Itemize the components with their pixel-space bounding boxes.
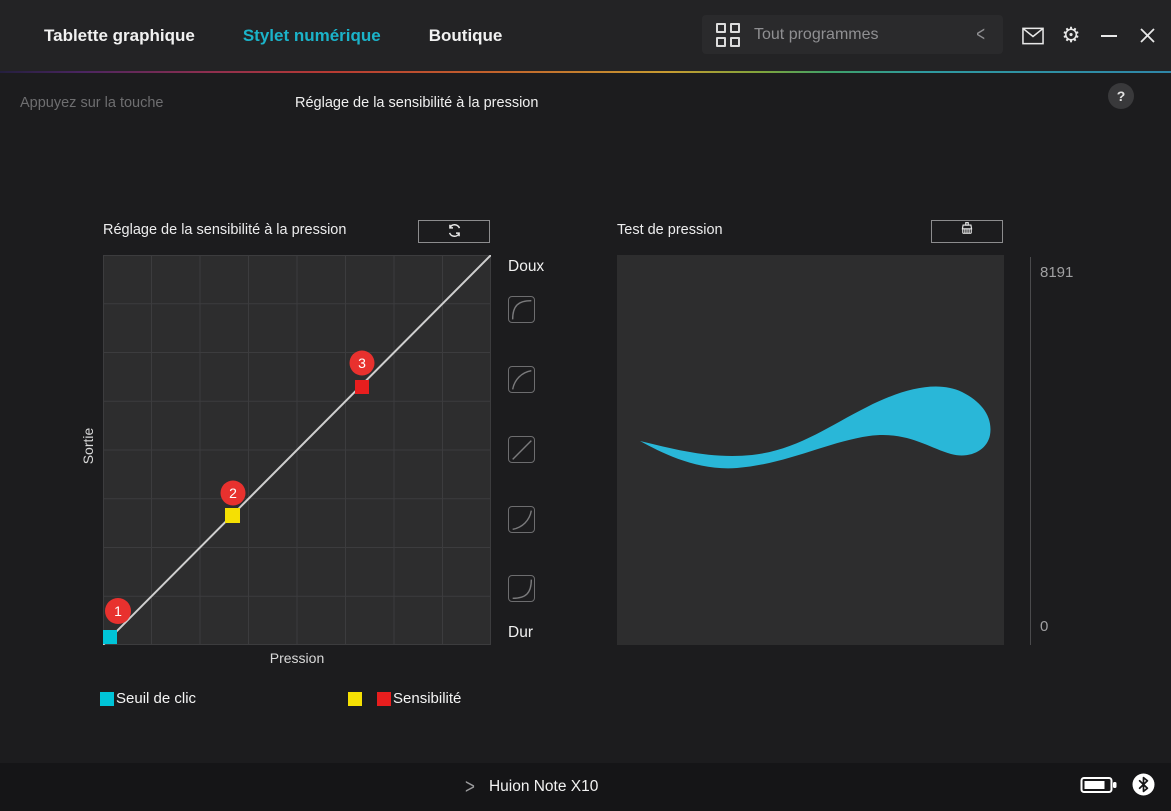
clear-test-area-button[interactable] xyxy=(931,220,1003,243)
soft-label: Doux xyxy=(508,258,545,275)
status-icons xyxy=(1080,763,1155,811)
curve-point-badge-3: 3 xyxy=(349,350,375,376)
tab-tablette-graphique[interactable]: Tablette graphique xyxy=(44,25,195,45)
curve-point-sensitivity-low[interactable] xyxy=(225,508,240,523)
y-axis-label: Sortie xyxy=(80,427,96,465)
chevron-left-icon[interactable]: < xyxy=(976,22,985,47)
x-axis-label: Pression xyxy=(269,650,325,666)
pressure-panel-title: Réglage de la sensibilité à la pression xyxy=(103,222,347,238)
click-threshold-label: Seuil de clic xyxy=(116,690,197,707)
preset-curve-softest[interactable] xyxy=(508,296,535,323)
preset-curve-hard[interactable] xyxy=(508,506,535,533)
legend-sensitivity: Sensibilité xyxy=(348,690,461,707)
clean-brush-icon xyxy=(958,221,976,242)
sensitivity-yellow-swatch xyxy=(348,691,362,706)
settings-gear-icon[interactable]: ⚙ xyxy=(1061,24,1081,47)
tab-boutique[interactable]: Boutique xyxy=(428,25,503,45)
curve-grid xyxy=(103,255,491,645)
curve-point-click-threshold[interactable] xyxy=(103,630,117,644)
curve-point-badge-2: 2 xyxy=(220,480,246,506)
pressure-scale-max: 8191 xyxy=(1040,264,1074,281)
pressure-curve-editor[interactable]: 1 2 3 xyxy=(102,254,492,646)
svg-text:2: 2 xyxy=(229,485,237,501)
pressure-test-canvas[interactable] xyxy=(617,255,1004,645)
subtab-press-key[interactable]: Appuyez sur la touche xyxy=(20,95,164,111)
preset-curve-linear[interactable] xyxy=(508,436,535,463)
main-nav: Tablette graphique Stylet numérique Bout… xyxy=(44,0,502,71)
help-button[interactable]: ? xyxy=(1108,83,1134,109)
pressure-scale-min: 0 xyxy=(1040,618,1049,635)
minimize-icon[interactable] xyxy=(1098,25,1120,47)
all-programs-selector[interactable]: Tout programmes < xyxy=(702,15,1003,54)
rainbow-divider xyxy=(0,71,1171,73)
close-icon[interactable] xyxy=(1136,25,1158,47)
window-controls: ⚙ xyxy=(1022,0,1158,71)
subtab-pressure-sensitivity[interactable]: Réglage de la sensibilité à la pression xyxy=(295,95,539,111)
all-programs-grid-icon xyxy=(716,22,740,47)
bluetooth-icon[interactable] xyxy=(1132,773,1155,801)
svg-text:1: 1 xyxy=(114,603,122,619)
pressure-curve-line xyxy=(102,254,492,646)
device-name: Huion Note X10 xyxy=(488,778,599,795)
curve-point-sensitivity-high[interactable] xyxy=(355,380,369,394)
preset-curve-hardest[interactable] xyxy=(508,575,535,602)
pressure-scale-axis xyxy=(1030,257,1031,645)
curve-point-badge-1: 1 xyxy=(105,598,131,624)
status-bar: > Huion Note X10 xyxy=(0,763,1171,811)
top-bar: Tablette graphique Stylet numérique Bout… xyxy=(0,0,1171,73)
test-panel-title: Test de pression xyxy=(617,222,723,238)
hard-label: Dur xyxy=(508,624,533,641)
device-selector[interactable]: > Huion Note X10 xyxy=(465,763,598,811)
sensitivity-red-swatch xyxy=(377,691,391,706)
svg-text:3: 3 xyxy=(358,355,366,371)
reset-curve-button[interactable] xyxy=(418,220,490,243)
all-programs-label: Tout programmes xyxy=(754,25,879,43)
click-threshold-swatch xyxy=(100,691,114,706)
chevron-right-icon: > xyxy=(465,774,475,799)
legend-click-threshold: Seuil de clic xyxy=(100,690,196,707)
preset-curve-soft[interactable] xyxy=(508,366,535,393)
refresh-icon xyxy=(446,222,463,242)
tab-stylet-numerique[interactable]: Stylet numérique xyxy=(242,25,381,45)
sensitivity-label: Sensibilité xyxy=(393,690,462,707)
test-stroke xyxy=(640,386,991,469)
mail-icon[interactable] xyxy=(1022,25,1044,47)
battery-icon xyxy=(1080,774,1118,801)
